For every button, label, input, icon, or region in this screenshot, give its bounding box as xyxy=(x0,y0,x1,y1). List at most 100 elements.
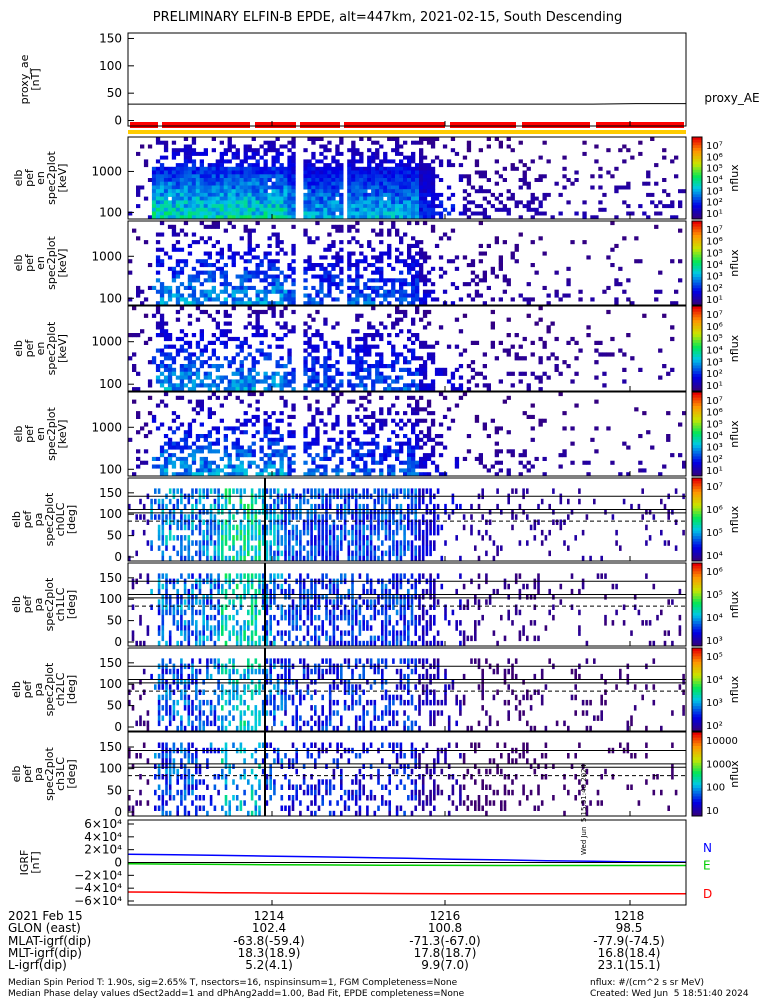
heatmap-cell xyxy=(311,387,316,392)
heatmap-cell xyxy=(231,285,236,290)
heatmap-cell xyxy=(377,524,380,531)
heatmap-cell xyxy=(371,278,376,283)
heatmap-cell xyxy=(287,148,292,153)
heatmap-cell xyxy=(351,207,356,212)
heatmap-cell xyxy=(223,211,228,216)
heatmap-cell xyxy=(419,207,424,212)
heatmap-cell xyxy=(263,297,268,302)
heatmap-cell xyxy=(399,449,404,454)
heatmap-cell xyxy=(622,441,627,446)
heatmap-cell xyxy=(303,293,308,298)
heatmap-cell xyxy=(291,200,296,205)
heatmap-cell xyxy=(291,460,296,465)
heatmap-cell xyxy=(206,635,209,642)
heatmap-cell xyxy=(411,456,416,461)
heatmap-cell xyxy=(367,166,372,171)
heatmap-cell xyxy=(171,270,177,275)
heatmap-cell xyxy=(500,545,503,551)
heatmap-cell xyxy=(155,178,161,182)
heatmap-cell xyxy=(217,630,220,636)
heatmap-cell xyxy=(255,371,260,376)
heatmap-cell xyxy=(494,430,499,435)
heatmap-cell xyxy=(195,594,198,600)
heatmap-cell xyxy=(436,514,440,520)
heatmap-cell xyxy=(630,211,635,216)
heatmap-cell xyxy=(371,430,376,435)
heatmap-cell xyxy=(395,356,400,361)
heatmap-cell xyxy=(171,181,177,186)
heatmap-cell xyxy=(223,196,228,201)
heatmap-cell xyxy=(191,418,197,423)
heatmap-cell xyxy=(488,509,492,515)
heatmap-cell xyxy=(207,441,212,446)
heatmap-cell xyxy=(355,329,360,334)
heatmap-cell xyxy=(458,211,464,216)
heatmap-cell xyxy=(395,181,400,186)
heatmap-cell xyxy=(614,243,619,248)
heatmap-cell xyxy=(490,321,495,326)
heatmap-cell xyxy=(223,274,228,279)
heatmap-cell xyxy=(271,181,276,186)
heatmap-cell xyxy=(147,144,153,149)
heatmap-cell xyxy=(347,266,352,271)
heatmap-cell xyxy=(223,148,228,153)
heatmap-cell xyxy=(602,383,607,388)
heatmap-cell xyxy=(191,297,197,302)
heatmap-cell xyxy=(486,137,491,141)
heatmap-cell xyxy=(171,383,177,388)
heatmap-cell xyxy=(426,352,432,357)
heatmap-cell xyxy=(339,204,344,209)
heatmap-cell xyxy=(315,221,320,226)
heatmap-cell xyxy=(586,472,591,477)
heatmap-cell xyxy=(221,614,224,621)
heatmap-cell xyxy=(339,140,344,145)
heatmap-cell xyxy=(430,411,436,416)
heatmap-cell xyxy=(367,181,372,186)
heatmap-cell xyxy=(267,211,272,216)
heatmap-cell xyxy=(279,289,284,294)
heatmap-cell xyxy=(243,148,248,153)
heatmap-cell xyxy=(195,301,201,306)
heatmap-cell xyxy=(287,181,292,186)
heatmap-cell xyxy=(291,387,296,392)
heatmap-cell xyxy=(132,367,137,372)
heatmap-cell xyxy=(407,163,412,168)
heatmap-cell xyxy=(187,588,191,595)
heatmap-cell xyxy=(392,535,395,541)
heatmap-cell xyxy=(351,449,356,454)
heatmap-cell xyxy=(211,317,216,322)
heatmap-cell xyxy=(546,329,551,334)
heatmap-cell xyxy=(359,356,364,361)
heatmap-cell xyxy=(273,509,276,515)
heatmap-cell xyxy=(343,498,347,505)
heatmap-cell xyxy=(199,159,204,164)
heatmap-cell xyxy=(155,159,161,164)
heatmap-cell xyxy=(331,255,336,260)
heatmap-cell xyxy=(303,200,308,205)
heatmap-cell xyxy=(327,181,332,186)
heatmap-cell xyxy=(422,200,428,205)
heatmap-cell xyxy=(239,166,244,171)
heatmap-cell xyxy=(195,488,198,494)
heatmap-cell xyxy=(203,360,208,365)
heatmap-cell xyxy=(302,519,306,525)
heatmap-cell xyxy=(259,192,264,197)
heatmap-cell xyxy=(175,285,181,290)
heatmap-cell xyxy=(327,293,332,298)
heatmap-cell xyxy=(247,509,250,515)
heatmap-cell xyxy=(470,360,476,365)
heatmap-cell xyxy=(172,535,176,541)
heatmap-cell xyxy=(267,170,272,175)
heatmap-cell xyxy=(331,196,336,201)
heatmap-cell xyxy=(191,472,197,477)
heatmap-cell xyxy=(259,333,264,338)
heatmap-cell xyxy=(355,456,360,461)
heatmap-cell xyxy=(231,356,236,361)
heatmap-cell xyxy=(303,371,308,376)
heatmap-cell xyxy=(280,524,284,531)
heatmap-cell xyxy=(395,503,399,510)
heatmap-cell xyxy=(231,472,236,477)
heatmap-cell xyxy=(411,243,416,248)
heatmap-cell xyxy=(355,375,360,380)
heatmap-cell xyxy=(614,189,619,194)
